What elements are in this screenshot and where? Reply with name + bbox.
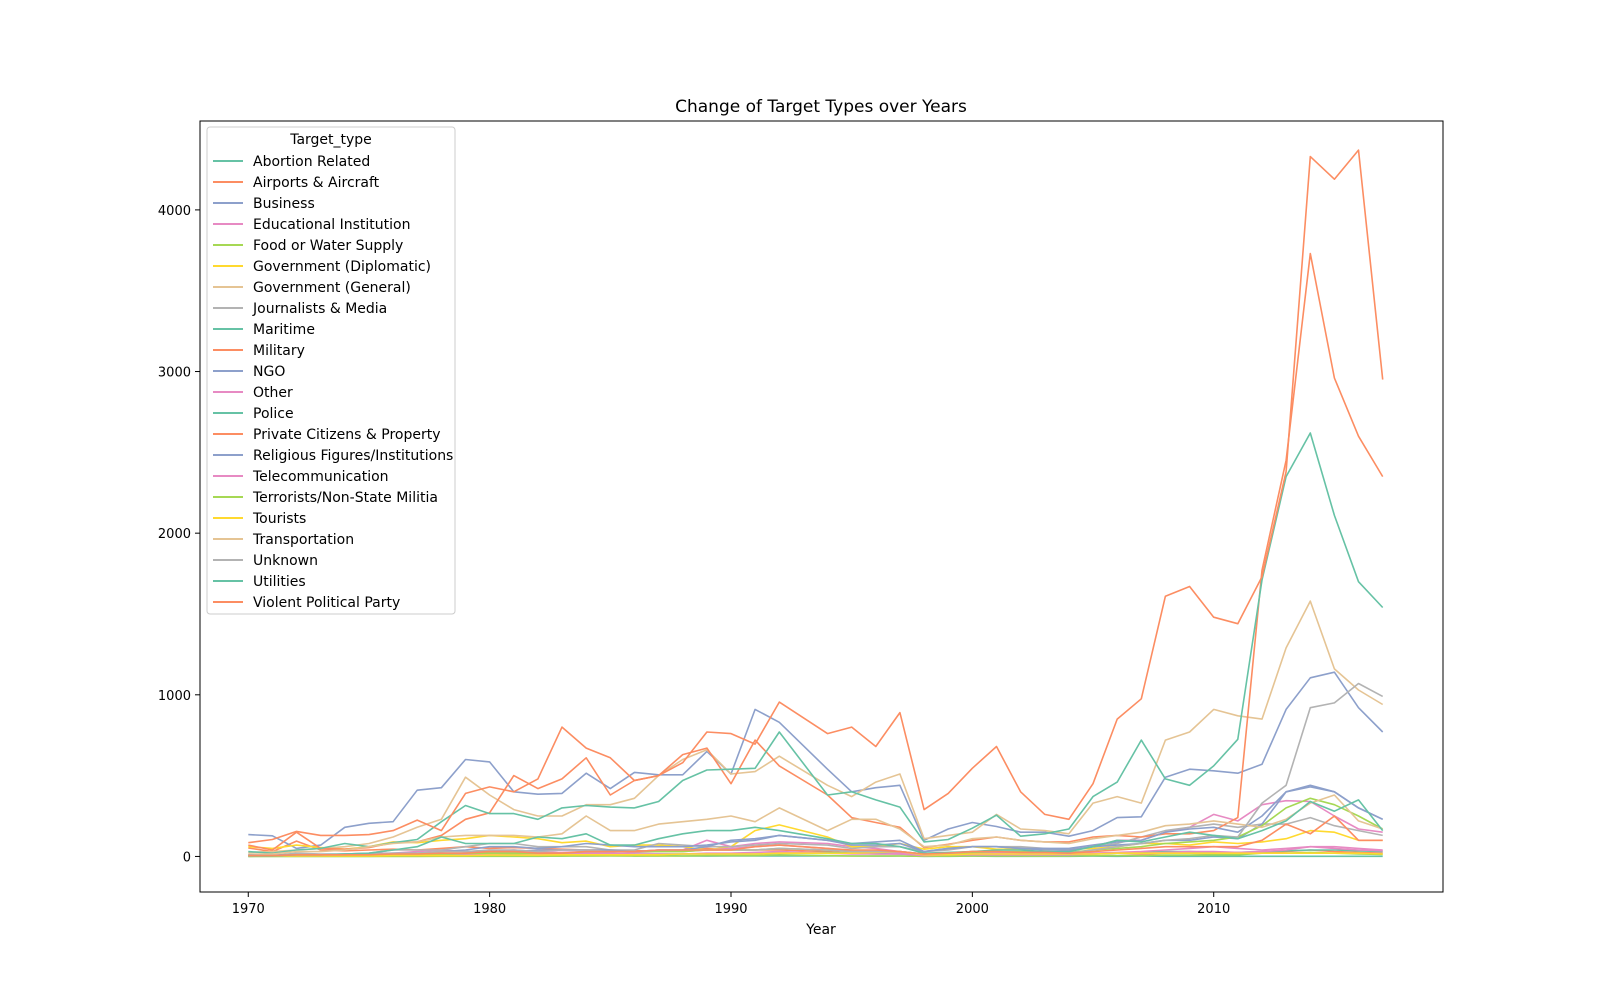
series-line-2 [248, 671, 1384, 850]
series-line-19 [248, 682, 1384, 857]
x-axis: 1970 1980 1990 2000 2010 [232, 892, 1230, 917]
legend-label-1: Airports & Aircraft [253, 175, 380, 191]
legend-label-8: Maritime [253, 322, 315, 338]
legend: Target_type Abortion Related Airports & A… [206, 126, 456, 615]
x-tick-label-4: 2010 [1197, 902, 1230, 917]
series-line-6 [248, 600, 1384, 854]
legend-label-16: Terrorists/Non-State Militia [252, 490, 438, 506]
y-tick-label-2: 2000 [158, 527, 191, 542]
series-line-21 [248, 815, 1383, 857]
legend-label-15: Telecommunication [252, 469, 389, 485]
series-line-20 [248, 799, 1384, 857]
y-tick-label-0: 0 [183, 850, 191, 865]
x-tick-label-3: 2000 [956, 902, 989, 917]
legend-items: Abortion Related Airports & Aircraft Busin… [213, 154, 453, 611]
legend-label-21: Violent Political Party [253, 595, 400, 611]
series-line-17 [248, 850, 1383, 857]
legend-label-19: Unknown [253, 553, 318, 569]
series-line-13 [248, 149, 1384, 844]
legend-label-7: Journalists & Media [252, 301, 387, 317]
legend-label-14: Religious Figures/Institutions [253, 448, 453, 464]
legend-label-12: Police [253, 406, 294, 422]
y-tick-label-4: 4000 [158, 204, 191, 219]
y-axis: 0 1000 2000 3000 4000 [158, 204, 200, 865]
legend-label-20: Utilities [253, 574, 306, 590]
legend-box [206, 126, 456, 615]
legend-label-2: Business [253, 196, 315, 212]
plot-frame [199, 120, 1444, 893]
legend-label-5: Government (Diplomatic) [253, 259, 431, 275]
legend-label-3: Educational Institution [253, 217, 410, 233]
x-tick-label-0: 1970 [232, 902, 265, 917]
x-tick-label-1: 1980 [473, 902, 506, 917]
legend-title: Target_type [289, 132, 372, 148]
series-line-18 [248, 794, 1383, 855]
legend-label-11: Other [253, 385, 293, 401]
legend-label-10: NGO [253, 364, 285, 380]
legend-label-6: Government (General) [253, 280, 411, 296]
series-layer [248, 149, 1384, 858]
chart-title: Change of Target Types over Years [675, 97, 967, 117]
legend-label-13: Private Citizens & Property [253, 427, 441, 443]
legend-label-0: Abortion Related [253, 154, 370, 170]
legend-label-17: Tourists [252, 511, 306, 527]
legend-label-18: Transportation [252, 532, 354, 548]
x-tick-label-2: 1990 [714, 902, 747, 917]
y-tick-label-1: 1000 [158, 689, 191, 704]
y-tick-label-3: 3000 [158, 366, 191, 381]
series-line-5 [248, 824, 1383, 851]
series-line-7 [248, 816, 1383, 857]
legend-label-4: Food or Water Supply [253, 238, 403, 254]
x-axis-label: Year [805, 922, 836, 938]
legend-label-9: Military [253, 343, 305, 359]
